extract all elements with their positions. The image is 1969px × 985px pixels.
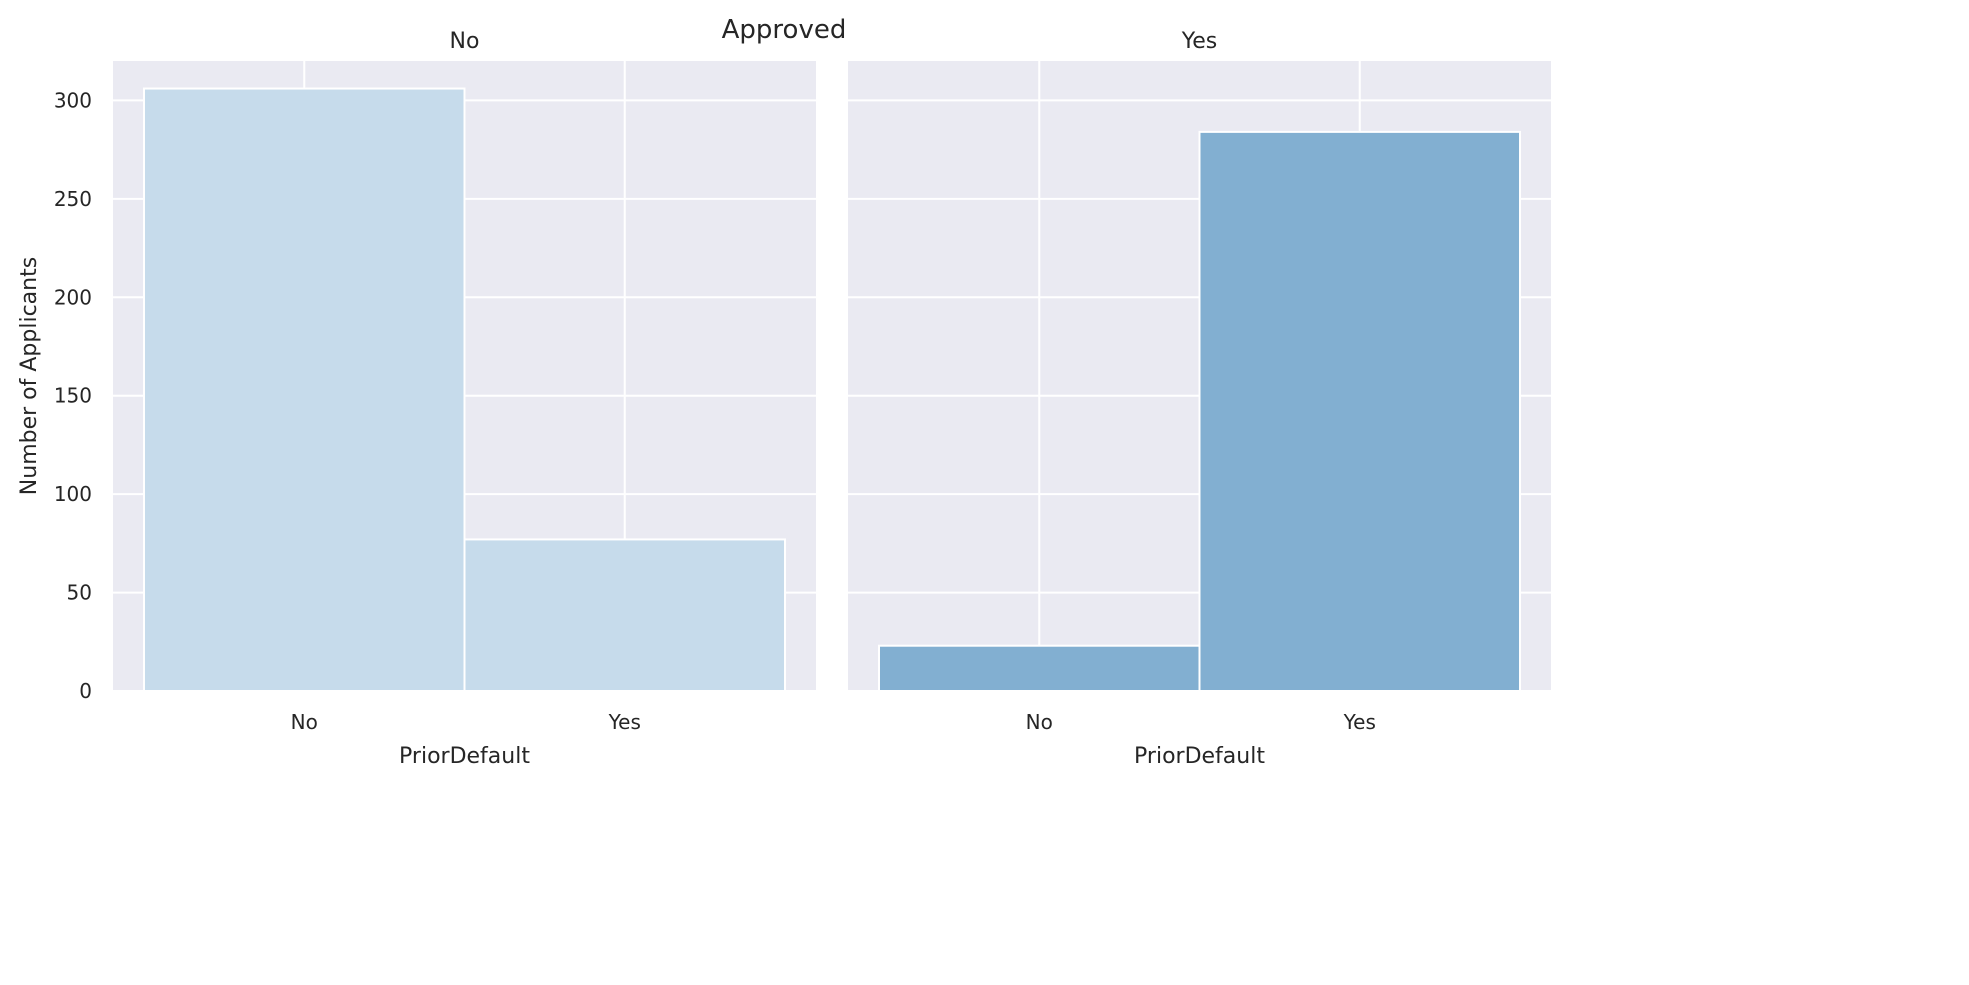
facet-title: Yes xyxy=(1181,29,1218,54)
y-tick-label: 300 xyxy=(54,88,92,112)
y-axis-label: Number of Applicants xyxy=(17,257,42,495)
y-tick-label: 50 xyxy=(67,581,92,605)
y-tick-label: 250 xyxy=(54,187,92,211)
y-tick-label: 150 xyxy=(54,384,92,408)
x-tick-label: No xyxy=(291,710,318,734)
bar-yes-yes xyxy=(1198,130,1521,692)
bar-no-no xyxy=(143,87,466,692)
facet-panels: No No Yes PriorDefault 0 50 100 150 200 250 300 Yes… xyxy=(54,29,1551,769)
bar-yes-no xyxy=(878,644,1201,692)
y-tick-label: 0 xyxy=(79,679,92,703)
x-axis-label: PriorDefault xyxy=(1134,744,1265,769)
bar-no-yes xyxy=(463,538,786,692)
x-tick-label: Yes xyxy=(1343,710,1376,734)
facet-panel-yes: Yes No Yes PriorDefault xyxy=(848,29,1551,769)
chart-title: Approved xyxy=(722,15,847,45)
x-axis-label: PriorDefault xyxy=(399,744,530,769)
facet-title: No xyxy=(450,29,480,54)
x-tick-label: Yes xyxy=(608,710,641,734)
y-tick-label: 100 xyxy=(54,482,92,506)
facet-panel-no: No No Yes PriorDefault 0 50 100 150 200 250 300 xyxy=(54,29,816,769)
x-tick-label: No xyxy=(1026,710,1053,734)
y-tick-label: 200 xyxy=(54,285,92,309)
